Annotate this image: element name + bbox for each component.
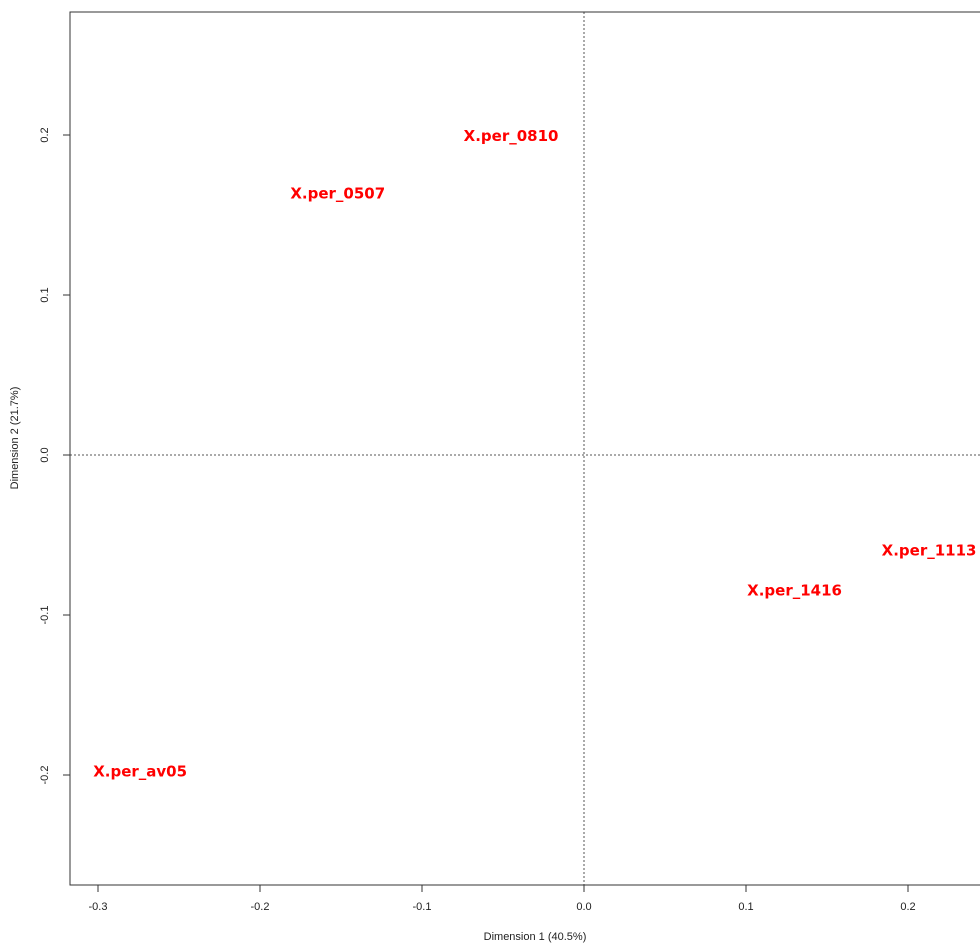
- plot-frame: [69, 11, 980, 886]
- x-tick-label: 0.0: [576, 901, 591, 913]
- y-axis-title: Dimension 2 (21.7%): [9, 387, 21, 490]
- y-axis: -0.2 -0.1 0.0 0.1 0.2: [39, 127, 70, 784]
- point-labels: X.per_0810 X.per_0507 X.per_1113 X.per_1416…: [93, 127, 976, 780]
- x-tick-label: -0.3: [89, 901, 108, 913]
- y-tick-label: 0.1: [39, 287, 51, 302]
- x-tick-label: 0.1: [738, 901, 753, 913]
- y-tick-label: 0.0: [39, 447, 51, 462]
- y-tick-label: 0.2: [39, 127, 51, 142]
- point-label-x-per-0507: X.per_0507: [290, 185, 385, 203]
- point-label-x-per-1113: X.per_1113: [882, 542, 977, 560]
- x-tick-label: 0.2: [900, 901, 915, 913]
- reference-lines: [70, 12, 980, 885]
- point-label-x-per-1416: X.per_1416: [747, 582, 842, 600]
- x-tick-label: -0.2: [251, 901, 270, 913]
- x-axis-title: Dimension 1 (40.5%): [484, 931, 587, 943]
- x-tick-label: -0.1: [413, 901, 432, 913]
- point-label-x-per-0810: X.per_0810: [464, 127, 559, 145]
- x-axis: -0.3 -0.2 -0.1 0.0 0.1 0.2: [89, 885, 916, 913]
- y-tick-label: -0.1: [39, 606, 51, 625]
- y-tick-label: -0.2: [39, 766, 51, 785]
- point-label-x-per-av05: X.per_av05: [93, 762, 187, 780]
